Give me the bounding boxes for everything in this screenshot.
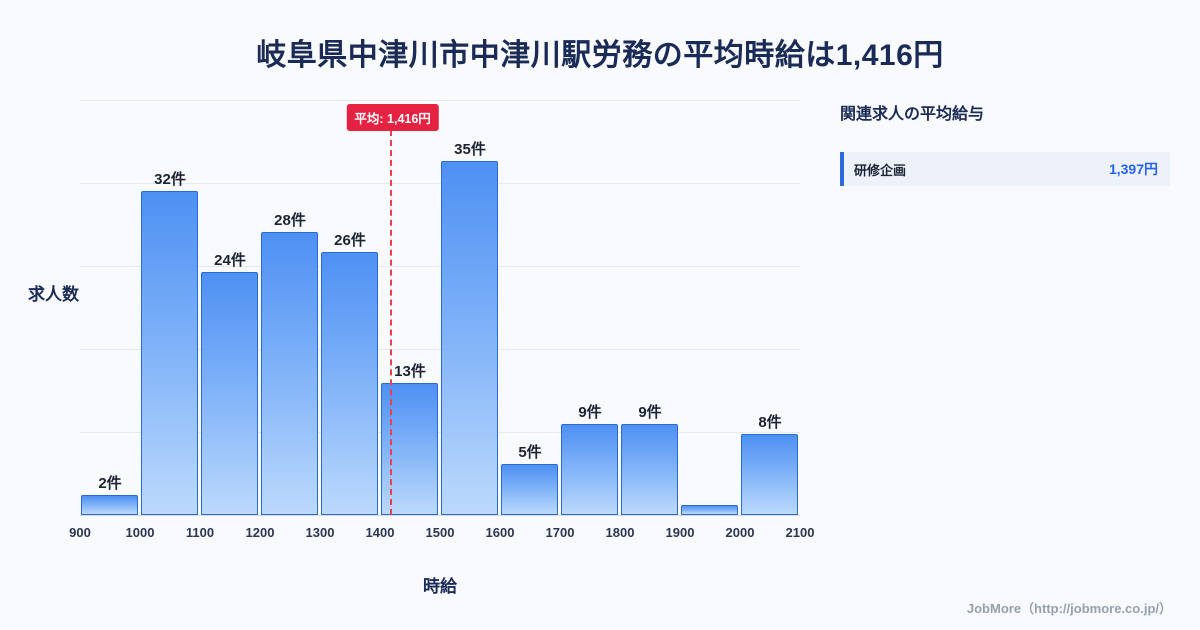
histogram-bar	[501, 464, 558, 515]
x-tick-label: 1100	[185, 525, 215, 540]
histogram-bar	[141, 191, 198, 515]
histogram-bar	[561, 423, 618, 515]
bar-value-label: 5件	[518, 444, 542, 462]
y-axis-label: 求人数	[28, 285, 79, 304]
related-jobs-heading: 関連求人の平均給与	[840, 106, 985, 123]
bar-value-label: 35件	[454, 140, 486, 158]
x-tick-label: 1300	[305, 525, 335, 540]
x-tick-label: 1600	[485, 525, 515, 540]
x-axis-label: 時給	[423, 577, 457, 596]
x-tick-label: 1200	[245, 525, 275, 540]
histogram-bar	[741, 434, 798, 515]
bar-value-label: 32件	[154, 171, 186, 189]
x-tick-label: 1900	[665, 525, 695, 540]
histogram-bar	[441, 160, 498, 515]
x-tick-label: 1500	[425, 525, 455, 540]
histogram-bar	[681, 504, 738, 515]
x-tick-label: 1700	[545, 525, 575, 540]
bar-value-label: 9件	[638, 403, 662, 421]
histogram-bar	[621, 423, 678, 515]
gridline	[80, 432, 800, 433]
average-line: 平均: 1,416円	[346, 104, 439, 515]
related-job-label: 研修企画	[854, 162, 907, 178]
bar-value-label: 9件	[578, 403, 602, 421]
bar-value-label: 24件	[214, 252, 246, 270]
page-title: 岐阜県中津川市中津川駅労務の平均時給は1,416円	[256, 39, 944, 72]
average-badge: 平均: 1,416円	[346, 104, 439, 131]
bar-value-label: 13件	[394, 363, 426, 381]
bar-value-label: 8件	[758, 414, 782, 432]
bar-value-label: 26件	[334, 231, 366, 249]
x-tick-label: 2100	[785, 525, 815, 540]
x-tick-label: 1800	[605, 525, 635, 540]
gridline	[80, 183, 800, 184]
gridline	[80, 100, 800, 101]
x-tick-label: 1000	[125, 525, 155, 540]
histogram-bar	[201, 272, 258, 515]
related-job-row: 研修企画 1,397円	[840, 152, 1170, 186]
x-tick-label: 1400	[365, 525, 395, 540]
related-job-value: 1,397円	[1108, 161, 1158, 177]
x-tick-label: 2000	[725, 525, 755, 540]
gridline	[80, 515, 800, 516]
gridline	[80, 266, 800, 267]
x-tick-label: 900	[69, 525, 91, 540]
histogram-bar	[321, 251, 378, 515]
bar-value-label: 2件	[98, 474, 122, 492]
bar-value-label: 28件	[274, 211, 306, 229]
histogram-bar	[81, 494, 138, 515]
related-jobs-panel: 関連求人の平均給与 研修企画 1,397円	[840, 100, 1170, 186]
gridline	[80, 349, 800, 350]
histogram-bar	[261, 231, 318, 515]
credit: JobMore（http://jobmore.co.jp/）	[966, 601, 1172, 616]
